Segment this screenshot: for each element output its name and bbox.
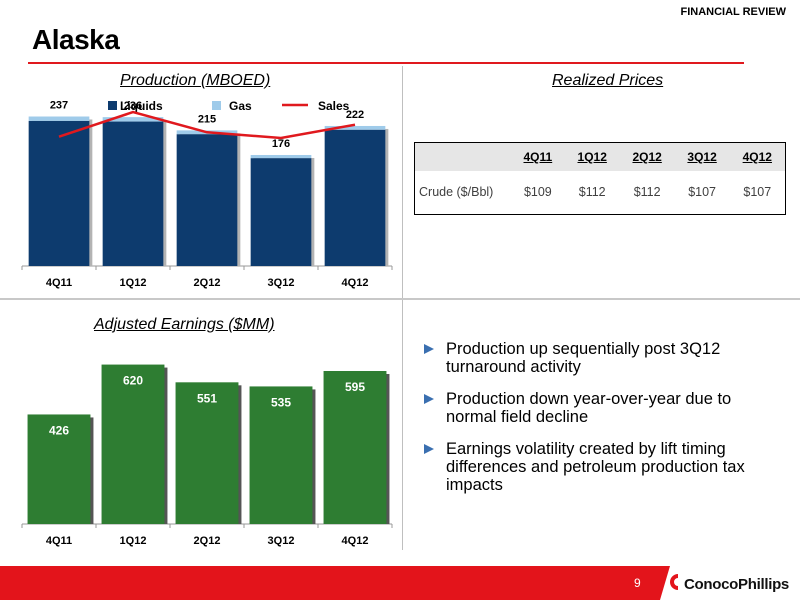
bullet-text: Production up sequentially post 3Q12 tur… [446, 340, 721, 376]
bullet-text: Earnings volatility created by lift timi… [446, 440, 745, 494]
earnings-x-tick-label: 4Q11 [46, 535, 72, 547]
production-chart-title: Production (MBOED) [120, 72, 271, 89]
legend-gas-label: Gas [229, 99, 252, 113]
production-bar-gas [324, 125, 386, 130]
earnings-value-label: 620 [123, 374, 143, 388]
production-chart: Liquids Gas Sales 237 4Q11 236 1Q12 215 2Q12 1… [21, 99, 393, 289]
prices-table: 4Q11 1Q12 2Q12 3Q12 4Q12 Crude ($/Bbl) $… [414, 142, 786, 215]
prices-col-header: 4Q11 [523, 149, 553, 164]
prices-cell: $107 [743, 185, 772, 200]
prices-col-header: 3Q12 [687, 149, 717, 164]
earnings-value-label: 426 [49, 423, 69, 437]
logo-panel [660, 566, 800, 600]
production-bar-gas [28, 116, 90, 121]
earnings-value-label: 551 [197, 391, 217, 405]
bullet-arrow-icon [424, 344, 434, 354]
earnings-bar [27, 414, 91, 524]
prices-cell: $112 [633, 185, 661, 200]
production-legend: Liquids Gas Sales [108, 99, 350, 113]
earnings-bar [101, 364, 165, 524]
bullet-arrow-icon [424, 444, 434, 454]
production-bar-gas [250, 154, 312, 159]
bullet-item: Production down year-over-year due to no… [420, 390, 780, 426]
legend-liquids-swatch [108, 101, 117, 110]
earnings-x-tick-label: 1Q12 [120, 535, 147, 547]
production-bar-liquids [176, 134, 238, 266]
earnings-bar [323, 371, 387, 524]
prices-cell: $107 [688, 185, 716, 200]
production-x-tick-label: 3Q12 [268, 277, 295, 289]
earnings-chart-title: Adjusted Earnings ($MM) [94, 316, 275, 333]
bullet-text: Production down year-over-year due to no… [446, 390, 732, 426]
vertical-divider [402, 66, 403, 550]
production-total-label: 237 [50, 100, 68, 112]
logo-mark-icon [670, 574, 678, 590]
production-total-label: 222 [346, 109, 364, 121]
page-number: 9 [634, 576, 641, 590]
earnings-bar [175, 382, 239, 524]
earnings-value-label: 535 [271, 395, 291, 409]
bullet-item: Production up sequentially post 3Q12 tur… [420, 340, 780, 376]
prices-col-header: 2Q12 [632, 149, 662, 164]
prices-header-row: 4Q11 1Q12 2Q12 3Q12 4Q12 [414, 142, 786, 171]
horizontal-divider [0, 298, 800, 300]
production-x-tick-label: 4Q11 [46, 277, 72, 289]
bullet-arrow-icon [424, 394, 434, 404]
bullet-item: Earnings volatility created by lift timi… [420, 440, 780, 494]
earnings-bar [249, 386, 313, 524]
company-logo-text: ConocoPhillips [684, 576, 789, 593]
earnings-value-label: 595 [345, 380, 365, 394]
production-total-label: 236 [124, 100, 142, 112]
production-bar-gas [102, 117, 164, 122]
prices-row-label: Crude ($/Bbl) [419, 184, 494, 199]
production-bar-liquids [28, 120, 90, 266]
production-sales-line [58, 110, 356, 140]
legend-sales-label: Sales [318, 99, 350, 113]
prices-title: Realized Prices [552, 72, 664, 89]
prices-col-header: 1Q12 [577, 149, 607, 164]
legend-liquids-label: Liquids [120, 99, 163, 113]
earnings-chart: 426 4Q11 620 1Q12 551 2Q12 535 3Q12 595 4Q12 [21, 364, 393, 547]
production-bar-liquids [324, 129, 386, 266]
earnings-x-tick-label: 3Q12 [268, 535, 295, 547]
prices-header-blank [415, 143, 512, 171]
legend-gas-swatch [212, 101, 221, 110]
page-title: Alaska [32, 24, 120, 55]
production-x-tick-label: 4Q12 [342, 277, 369, 289]
production-bar-liquids [250, 158, 312, 266]
prices-cell: $112 [578, 185, 606, 200]
commentary-list: Production up sequentially post 3Q12 tur… [420, 340, 780, 508]
title-rule [28, 62, 744, 64]
production-x-tick-label: 1Q12 [120, 277, 147, 289]
production-total-label: 176 [272, 138, 290, 150]
prices-row-crude: Crude ($/Bbl) $109 $112 $112 $107 $107 [415, 171, 786, 215]
prices-col-header: 4Q12 [742, 149, 772, 164]
production-total-label: 215 [198, 113, 216, 125]
earnings-x-tick-label: 2Q12 [194, 535, 221, 547]
production-x-tick-label: 2Q12 [194, 277, 221, 289]
earnings-x-tick-label: 4Q12 [342, 535, 369, 547]
header-tag: FINANCIAL REVIEW [680, 6, 786, 18]
prices-cell: $109 [523, 185, 552, 200]
production-bar-liquids [102, 121, 164, 266]
